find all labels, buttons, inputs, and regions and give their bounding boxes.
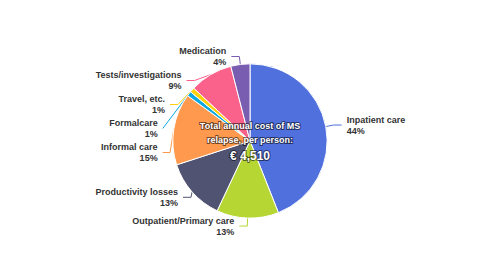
svg-text:15%: 15%: [140, 153, 158, 163]
svg-text:Tests/investigations: Tests/investigations: [96, 70, 182, 80]
svg-text:13%: 13%: [160, 198, 178, 208]
svg-text:Total annual cost of MS: Total annual cost of MS: [200, 121, 300, 131]
svg-text:9%: 9%: [168, 81, 181, 91]
svg-text:13%: 13%: [216, 227, 234, 237]
svg-text:1%: 1%: [145, 129, 158, 139]
svg-text:Productivity losses: Productivity losses: [95, 187, 178, 197]
svg-text:Outpatient/Primary care: Outpatient/Primary care: [132, 216, 234, 226]
svg-text:4%: 4%: [213, 57, 226, 67]
svg-text:Medication: Medication: [179, 46, 226, 56]
svg-text:Inpatient care: Inpatient care: [347, 115, 406, 125]
svg-text:1%: 1%: [152, 105, 165, 115]
svg-text:€ 4,510: € 4,510: [230, 149, 270, 163]
svg-text:Formalcare: Formalcare: [109, 118, 158, 128]
svg-text:44%: 44%: [347, 126, 365, 136]
svg-text:Informal care: Informal care: [101, 142, 158, 152]
svg-text:relapse, per person:: relapse, per person:: [207, 135, 293, 145]
svg-text:Travel, etc.: Travel, etc.: [118, 94, 165, 104]
